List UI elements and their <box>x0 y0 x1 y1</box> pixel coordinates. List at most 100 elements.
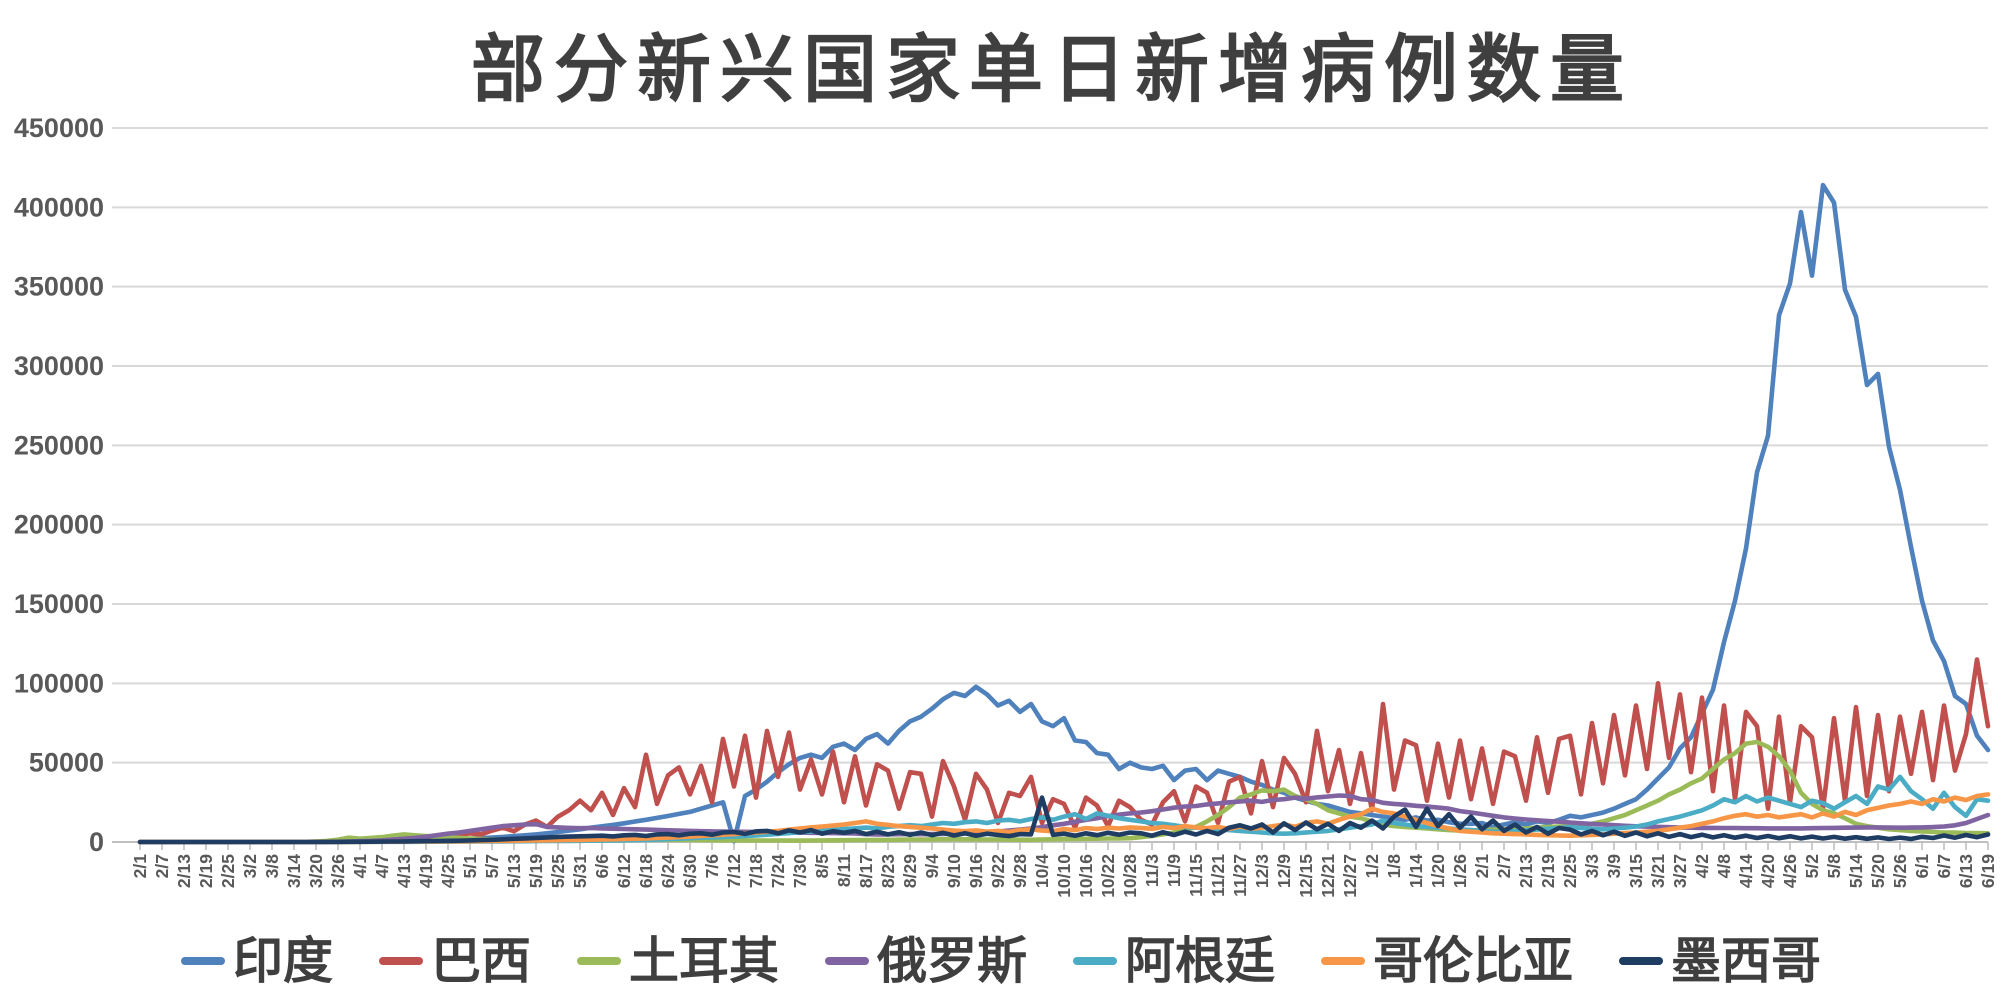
x-tick-label: 12/9 <box>1274 854 1294 888</box>
x-tick-label: 2/13 <box>174 854 194 888</box>
legend-item-colombia: 哥伦比亚 <box>1321 936 1573 986</box>
legend-swatch-colombia <box>1321 957 1365 965</box>
x-tick-label: 5/14 <box>1846 854 1866 888</box>
legend-swatch-mexico <box>1619 957 1663 965</box>
y-axis-labels: 0 50000 100000 150000 200000 250000 300000 3500… <box>14 113 104 857</box>
x-tick-label: 4/1 <box>350 854 370 879</box>
series-line-turkey <box>137 739 1991 845</box>
x-tick-label: 4/2 <box>1692 854 1712 879</box>
x-tick-label: 10/28 <box>1120 854 1140 898</box>
y-tick-label: 100000 <box>14 668 104 698</box>
x-tick-label: 4/13 <box>394 854 414 888</box>
x-tick-label: 1/20 <box>1428 854 1448 888</box>
series-line-mexico <box>137 795 1991 845</box>
x-tick-label: 2/19 <box>1538 854 1558 888</box>
x-tick-label: 2/25 <box>1560 854 1580 888</box>
x-tick-label: 12/21 <box>1318 854 1338 898</box>
x-tick-label: 2/7 <box>152 854 172 878</box>
x-axis-labels: 2/1 2/7 2/13 2/19 2/25 3/2 3/8 3/14 3/20 3/26 4/1 4… <box>130 854 1998 898</box>
x-tick-label: 2/1 <box>1472 854 1492 879</box>
legend-item-brazil: 巴西 <box>379 936 531 986</box>
x-tick-label: 3/15 <box>1626 854 1646 888</box>
x-tick-label: 2/25 <box>218 854 238 888</box>
x-tick-label: 9/10 <box>944 854 964 888</box>
x-tick-label: 9/16 <box>966 854 986 888</box>
x-tick-label: 4/20 <box>1758 854 1778 888</box>
y-tick-label: 50000 <box>29 748 104 778</box>
y-tick-label: 400000 <box>14 192 104 222</box>
y-tick-label: 250000 <box>14 430 104 460</box>
x-tick-label: 3/21 <box>1648 854 1668 888</box>
x-tick-label: 5/13 <box>504 854 524 888</box>
x-tick-label: 8/29 <box>900 854 920 888</box>
x-tick-label: 6/30 <box>680 854 700 888</box>
series-line-india <box>137 182 1991 845</box>
x-tick-label: 10/16 <box>1076 854 1096 898</box>
x-tick-label: 6/7 <box>1934 854 1954 878</box>
chart-title: 部分新兴国家单日新增病例数量 <box>471 30 1633 112</box>
x-tick-label: 4/7 <box>372 854 392 878</box>
y-tick-label: 0 <box>89 827 104 857</box>
x-tick-label: 5/1 <box>460 854 480 879</box>
y-tick-label: 450000 <box>14 113 104 143</box>
x-tick-label: 3/20 <box>306 854 326 888</box>
legend-label-colombia: 哥伦比亚 <box>1373 933 1573 989</box>
x-tick-label: 7/6 <box>702 854 722 879</box>
x-tick-label: 11/21 <box>1208 854 1228 897</box>
y-tick-label: 300000 <box>14 351 104 381</box>
x-tick-label: 2/13 <box>1516 854 1536 888</box>
x-tick-label: 5/25 <box>548 854 568 888</box>
x-tick-label: 7/12 <box>724 854 744 888</box>
x-tick-label: 7/30 <box>790 854 810 888</box>
legend-item-argentina: 阿根廷 <box>1073 936 1275 986</box>
x-tick-label: 6/1 <box>1912 854 1932 879</box>
x-tick-label: 6/13 <box>1956 854 1976 888</box>
x-tick-label: 8/11 <box>834 854 854 887</box>
legend-label-argentina: 阿根廷 <box>1125 933 1275 989</box>
x-tick-label: 7/18 <box>746 854 766 888</box>
y-tick-label: 350000 <box>14 272 104 302</box>
x-tick-label: 6/12 <box>614 854 634 888</box>
x-tick-label: 3/26 <box>328 854 348 888</box>
x-tick-label: 11/15 <box>1186 854 1206 897</box>
x-tick-label: 3/9 <box>1604 854 1624 879</box>
x-tick-label: 3/3 <box>1582 854 1602 879</box>
legend-item-russia: 俄罗斯 <box>825 936 1027 986</box>
x-tick-label: 4/14 <box>1736 854 1756 888</box>
x-tick-label: 8/17 <box>856 854 876 888</box>
x-tick-label: 5/2 <box>1802 854 1822 879</box>
x-tick-label: 1/2 <box>1362 854 1382 879</box>
legend-label-india: 印度 <box>233 933 333 989</box>
x-tick-label: 10/4 <box>1032 854 1052 888</box>
legend-label-mexico: 墨西哥 <box>1671 933 1821 989</box>
x-tick-label: 5/26 <box>1890 854 1910 888</box>
x-axis-ticks <box>139 842 1989 850</box>
x-tick-label: 4/25 <box>438 854 458 888</box>
x-tick-label: 3/8 <box>262 854 282 879</box>
x-tick-label: 8/23 <box>878 854 898 888</box>
x-tick-label: 11/27 <box>1230 854 1250 897</box>
x-tick-label: 11/3 <box>1142 854 1162 887</box>
x-tick-label: 4/19 <box>416 854 436 888</box>
legend-label-brazil: 巴西 <box>431 933 531 989</box>
x-tick-label: 9/4 <box>922 854 942 879</box>
x-tick-label: 12/27 <box>1340 854 1360 898</box>
chart-legend: 印度 巴西 土耳其 俄罗斯 阿根廷 哥伦比亚 墨西哥 <box>0 936 2002 986</box>
x-tick-label: 2/7 <box>1494 854 1514 878</box>
legend-swatch-turkey <box>577 957 621 965</box>
legend-swatch-brazil <box>379 957 423 965</box>
x-tick-label: 4/8 <box>1714 854 1734 879</box>
x-tick-label: 1/26 <box>1450 854 1470 888</box>
x-tick-label: 12/15 <box>1296 854 1316 898</box>
x-tick-label: 10/10 <box>1054 854 1074 898</box>
x-tick-label: 1/8 <box>1384 854 1404 879</box>
x-tick-label: 5/8 <box>1824 854 1844 879</box>
legend-swatch-india <box>181 957 225 965</box>
legend-swatch-argentina <box>1073 957 1117 965</box>
legend-label-turkey: 土耳其 <box>629 933 779 989</box>
gridlines <box>112 127 1988 843</box>
x-tick-label: 2/19 <box>196 854 216 888</box>
y-tick-label: 150000 <box>14 589 104 619</box>
x-tick-label: 6/24 <box>658 854 678 888</box>
